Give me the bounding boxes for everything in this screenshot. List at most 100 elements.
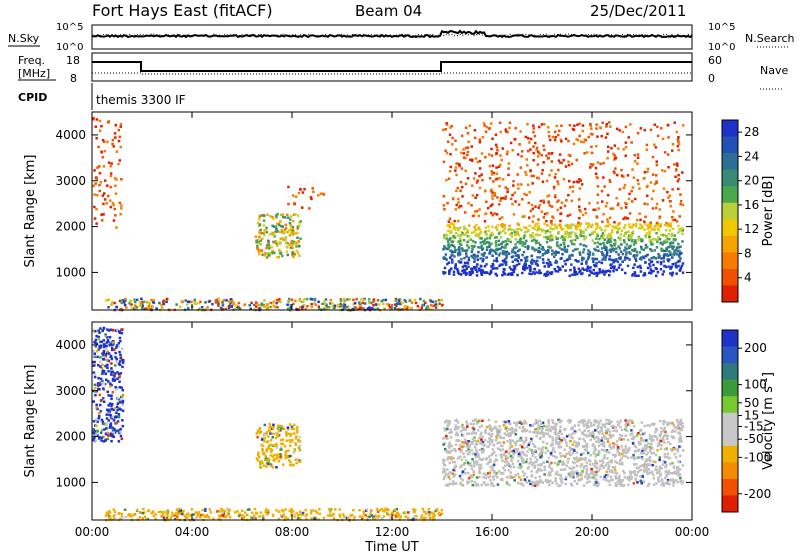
echo-cell [550,450,554,454]
echo-cell [382,515,386,518]
echo-cell [600,134,603,138]
echo-cell [274,436,278,440]
echo-cell [124,515,127,519]
echo-cell [608,223,611,226]
echo-cell [291,463,294,467]
echo-cell [466,153,469,157]
echo-cell [516,273,519,277]
echo-cell [266,244,269,247]
echo-cell [545,219,548,223]
echo-cell [676,249,680,253]
echo-cell [499,236,503,239]
echo-cell [422,516,426,520]
echo-cell [577,443,580,447]
echo-cell [611,465,615,469]
echo-cell [501,263,504,266]
echo-cell [603,229,607,232]
echo-cell [474,172,477,175]
echo-cell [627,230,630,233]
echo-cell [568,450,571,454]
echo-cell [226,507,229,511]
echo-cell [412,515,416,518]
echo-cell [472,177,476,180]
echo-cell [643,228,646,231]
echo-cell [154,513,157,516]
echo-cell [179,509,183,512]
echo-cell [509,434,512,437]
echo-cell [290,232,293,235]
echo-cell [680,440,683,443]
echo-cell [97,384,100,388]
echo-cell [488,153,491,156]
echo-cell [615,472,619,475]
echo-cell [477,267,481,270]
echo-cell [388,306,392,309]
echo-cell [110,417,114,420]
echo-cell [559,243,563,247]
echo-cell [597,441,601,444]
echo-cell [583,458,587,462]
echo-cell [287,432,290,436]
echo-cell [624,448,627,451]
echo-cell [656,449,659,452]
echo-cell [395,307,398,311]
echo-cell [579,243,582,246]
echo-cell [119,355,123,358]
echo-cell [607,428,610,431]
echo-cell [650,249,654,252]
echo-cell [637,449,641,452]
echo-cell [258,460,262,464]
echo-cell [520,183,523,186]
echo-cell [593,474,596,478]
echo-cell [551,419,554,422]
echo-cell [499,230,502,234]
echo-cell [275,242,278,246]
echo-cell [466,240,469,244]
echo-cell [444,271,447,274]
echo-cell [443,234,446,237]
echo-cell [483,124,486,127]
echo-cell [589,476,592,479]
echo-cell [641,447,645,450]
echo-cell [537,218,540,221]
echo-cell [459,226,462,229]
echo-cell [586,265,590,268]
echo-cell [470,250,473,254]
echo-cell [505,429,509,433]
echo-cell [451,136,454,140]
echo-cell [596,161,600,164]
echo-cell [117,372,121,376]
echo-cell [514,474,517,477]
echo-cell [619,238,622,242]
echo-cell [221,302,225,305]
echo-cell [199,307,202,311]
echo-cell [632,437,635,441]
echo-cell [505,482,509,485]
echo-cell [289,444,292,447]
echo-cell [322,516,326,520]
echo-cell [458,164,461,168]
echo-cell [627,234,631,237]
echo-cell [518,262,521,266]
echo-cell [287,459,291,462]
echo-cell [465,449,468,453]
echo-cell [582,445,585,449]
echo-cell [446,140,450,143]
echo-cell [663,151,667,154]
echo-cell [93,375,97,379]
echo-cell [117,128,120,132]
echo-cell [516,448,520,451]
echo-cell [533,272,536,275]
echo-cell [493,267,496,270]
echo-cell [186,516,189,519]
echo-cell [293,242,296,245]
echo-cell [595,473,598,477]
echo-cell [639,223,642,226]
echo-cell [482,444,485,447]
echo-cell [659,439,662,443]
echo-cell [149,308,152,311]
echo-cell [284,223,287,227]
echo-cell [573,270,576,274]
echo-cell [95,424,98,428]
